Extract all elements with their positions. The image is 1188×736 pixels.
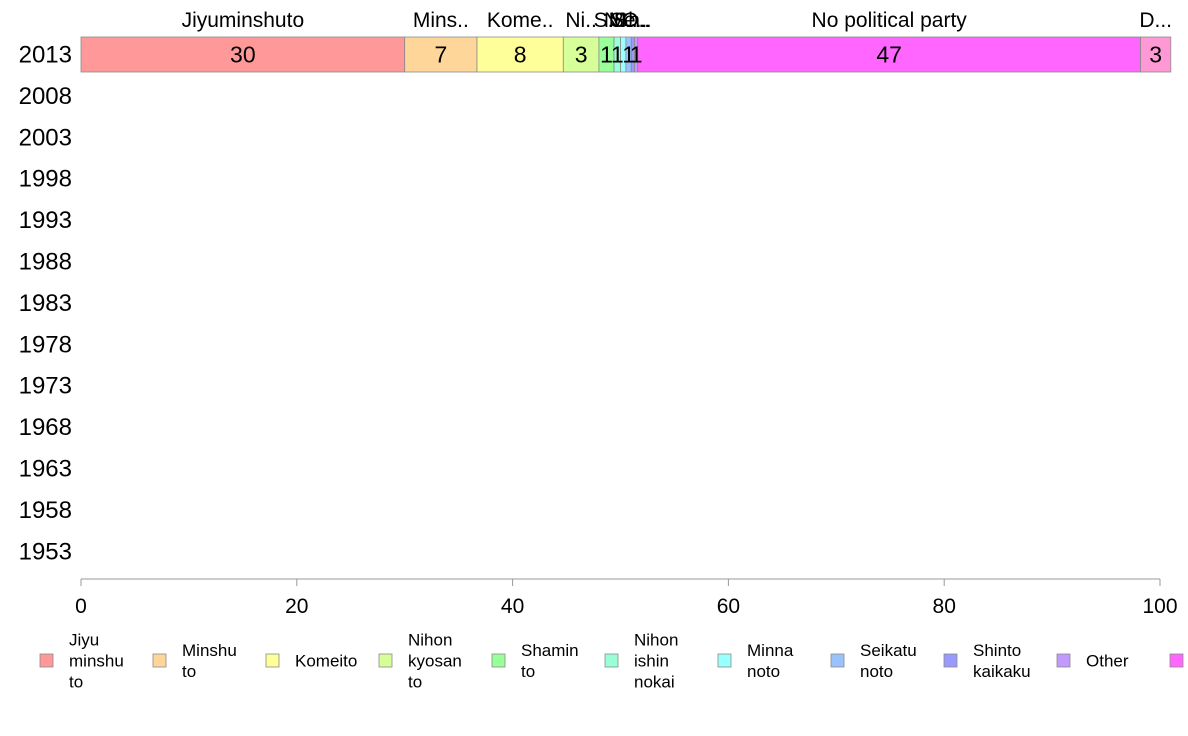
- year-label-1973: 1973: [19, 373, 72, 400]
- legend-label-minna_noto: noto: [747, 662, 780, 681]
- value-label-nihon_kyosanto: 3: [575, 42, 588, 68]
- year-label-2003: 2003: [19, 124, 72, 151]
- year-label-1958: 1958: [19, 497, 72, 524]
- value-label-jiyuminshuto: 30: [230, 42, 256, 68]
- legend-label-nihon_kyosanto: to: [408, 673, 422, 692]
- legend-label-jiyuminshuto: minshu: [69, 652, 124, 671]
- value-label-komeito: 8: [514, 42, 527, 68]
- legend-swatch-no_party: [1169, 653, 1184, 668]
- value-label-nihon_ishin_nokai: 1: [611, 42, 624, 68]
- x-tick-label-20: 20: [285, 595, 308, 618]
- series-top-labels: Jiyuminshuto Mins.. Kome.. Ni..S..N..M..Se.…: [182, 9, 1172, 32]
- legend-swatch-minshuto: [152, 653, 167, 668]
- year-label-1978: 1978: [19, 331, 72, 358]
- value-label-shaminto: 1: [600, 42, 613, 68]
- year-label-1988: 1988: [19, 249, 72, 276]
- legend-swatch-shaminto: [491, 653, 506, 668]
- series-top-label-minna_noto: M..: [609, 9, 638, 32]
- year-label-2013: 2013: [19, 42, 72, 69]
- legend-label-shinto_kaikaku: kaikaku: [973, 662, 1031, 681]
- legend-swatch-jiyuminshuto: [39, 653, 54, 668]
- legend-label-minshuto: to: [182, 662, 196, 681]
- bar-2013-jiyuminshuto: [80, 36, 406, 73]
- legend-swatch-komeito: [265, 653, 280, 668]
- series-top-label-shaminto: S..: [594, 9, 620, 32]
- x-tick-label-0: 0: [75, 595, 87, 618]
- legend-label-nihon_kyosanto: kyosan: [408, 652, 462, 671]
- legend-label-seikatu_noto: noto: [860, 662, 893, 681]
- bar-2013-komeito: [476, 36, 564, 73]
- year-label-1963: 1963: [19, 456, 72, 483]
- legend-label-seikatu_noto: Seikatu: [860, 641, 917, 660]
- legend-label-nihon_ishin_nokai: nokai: [634, 673, 675, 692]
- legend-label-nihon_kyosanto: Nihon: [408, 631, 452, 650]
- series-top-label-other: O..: [622, 9, 650, 32]
- y-axis-year-labels: 2013 2008 2003 1998 1993 1988 1983 1978 1973 1968…: [19, 42, 72, 566]
- year-label-1968: 1968: [19, 414, 72, 441]
- legend-label-jiyuminshuto: Jiyu: [69, 631, 99, 650]
- value-label-dont_know: 3: [1149, 42, 1162, 68]
- legend-label-jiyuminshuto: to: [69, 673, 83, 692]
- bar-segments: [80, 36, 1172, 73]
- year-label-1983: 1983: [19, 290, 72, 317]
- legend-label-shaminto: Shamin: [521, 641, 579, 660]
- legend-label-shaminto: to: [521, 662, 535, 681]
- legend-swatch-nihon_kyosanto: [378, 653, 393, 668]
- value-label-seikatu_noto: 1: [622, 42, 635, 68]
- year-label-1993: 1993: [19, 207, 72, 234]
- year-label-1953: 1953: [19, 538, 72, 565]
- value-label-no_party: 47: [876, 42, 902, 68]
- series-top-label-jiyuminshuto: Jiyuminshuto: [182, 9, 305, 32]
- series-top-label-no_party: No political party: [812, 9, 968, 32]
- bar-2013-dont_know: [1140, 36, 1172, 73]
- year-label-1998: 1998: [19, 166, 72, 193]
- series-top-label-nihon_ishin_nokai: N..: [604, 9, 631, 32]
- series-top-label-dont_know: D...: [1139, 9, 1172, 32]
- value-label-other: 1: [630, 42, 643, 68]
- x-tick-label-80: 80: [933, 595, 956, 618]
- legend-label-nihon_ishin_nokai: Nihon: [634, 631, 678, 650]
- series-top-label-nihon_kyosanto: Ni..: [565, 9, 597, 32]
- x-tick-label-100: 100: [1142, 595, 1177, 618]
- series-top-label-minshuto: Mins..: [413, 9, 469, 32]
- legend-label-minna_noto: Minna: [747, 641, 794, 660]
- x-tick-label-60: 60: [717, 595, 740, 618]
- legend-swatch-other: [1056, 653, 1071, 668]
- x-tick-label-40: 40: [501, 595, 524, 618]
- series-top-label-komeito: Kome..: [487, 9, 554, 32]
- legend-label-komeito: Komeito: [295, 652, 357, 671]
- legend-swatch-minna_noto: [717, 653, 732, 668]
- year-label-2008: 2008: [19, 83, 72, 110]
- legend-swatch-seikatu_noto: [830, 653, 845, 668]
- legend-label-minshuto: Minshu: [182, 641, 237, 660]
- value-label-minshuto: 7: [434, 42, 447, 68]
- legend-swatch-shinto_kaikaku: [943, 653, 958, 668]
- series-top-label-seikatu_noto: Se..: [610, 9, 647, 32]
- bar-2013-no_party: [637, 36, 1141, 73]
- legend-label-nihon_ishin_nokai: ishin: [634, 652, 669, 671]
- legend: Jiyu minshu to Minshu to Komeito Nihon kyosan to…: [39, 631, 1184, 692]
- x-axis: 0 20 40 60 80 100: [75, 578, 1178, 618]
- legend-label-other: Other: [1086, 652, 1129, 671]
- legend-swatch-nihon_ishin_nokai: [604, 653, 619, 668]
- series-top-label-shinto_kaikaku: Sh..: [614, 9, 651, 32]
- legend-label-shinto_kaikaku: Shinto: [973, 641, 1021, 660]
- bar-2013-minshuto: [404, 36, 478, 73]
